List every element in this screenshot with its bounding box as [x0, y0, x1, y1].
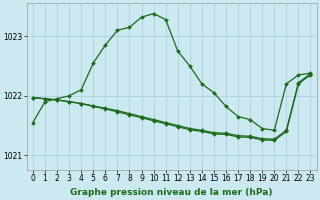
X-axis label: Graphe pression niveau de la mer (hPa): Graphe pression niveau de la mer (hPa)	[70, 188, 273, 197]
